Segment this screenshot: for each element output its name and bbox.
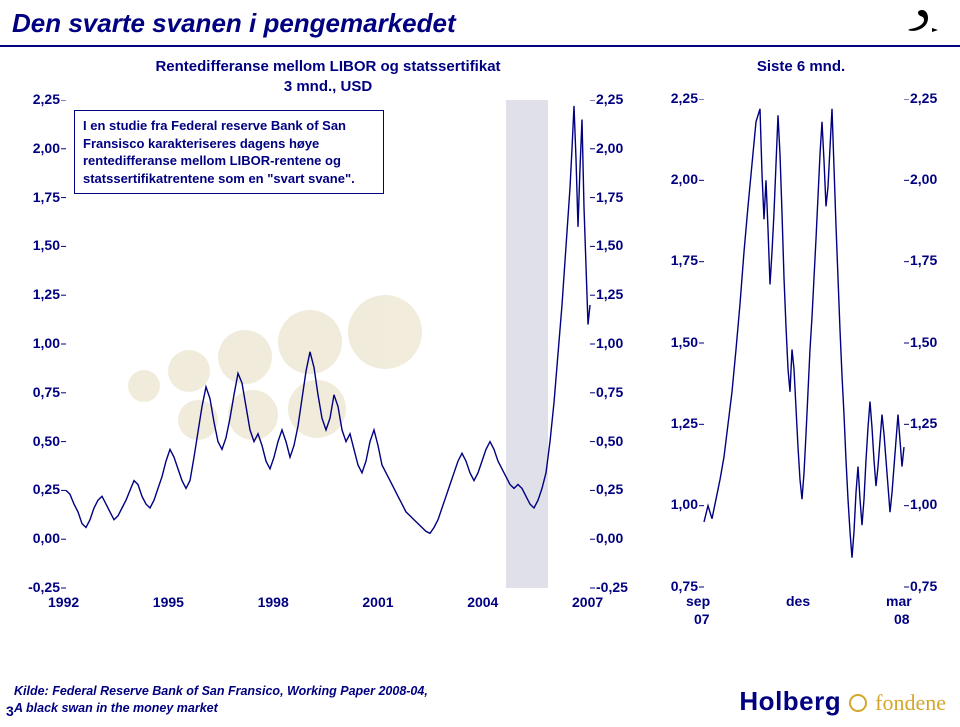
callout-box: I en studie fra Federal reserve Bank of … — [74, 110, 384, 194]
left-plot-area: I en studie fra Federal reserve Bank of … — [8, 100, 648, 620]
chart-svg — [656, 99, 946, 601]
right-plot-area: 0,750,751,001,001,251,251,501,501,751,75… — [656, 99, 946, 601]
logo-ring-icon — [849, 694, 867, 712]
x-tick-sublabel: 07 — [694, 611, 710, 627]
logo-suffix: fondene — [875, 690, 946, 716]
logo-name: Holberg — [739, 686, 841, 717]
left-chart-title-line1: Rentedifferanse mellom LIBOR og statsser… — [155, 58, 500, 75]
left-chart: Rentedifferanse mellom LIBOR og statsser… — [8, 57, 648, 620]
x-tick-sublabel: 08 — [894, 611, 910, 627]
left-chart-title-line2: 3 mnd., USD — [8, 77, 648, 97]
right-chart: Siste 6 mnd. 0,750,751,001,001,251,251,5… — [656, 57, 946, 620]
holberg-logo: Holberg fondene — [739, 686, 946, 717]
swan-icon — [904, 6, 942, 44]
data-series-line — [704, 108, 904, 557]
source-citation: Kilde: Federal Reserve Bank of San Frans… — [14, 683, 428, 717]
page-title: Den svarte svanen i pengemarkedet — [12, 8, 948, 39]
source-line-1: Kilde: Federal Reserve Bank of San Frans… — [14, 684, 428, 698]
source-line-2: A black swan in the money market — [14, 701, 218, 715]
right-chart-title-text: Siste 6 mnd. — [757, 58, 845, 75]
right-chart-title: Siste 6 mnd. — [656, 57, 946, 77]
left-chart-title: Rentedifferanse mellom LIBOR og statsser… — [8, 57, 648, 96]
